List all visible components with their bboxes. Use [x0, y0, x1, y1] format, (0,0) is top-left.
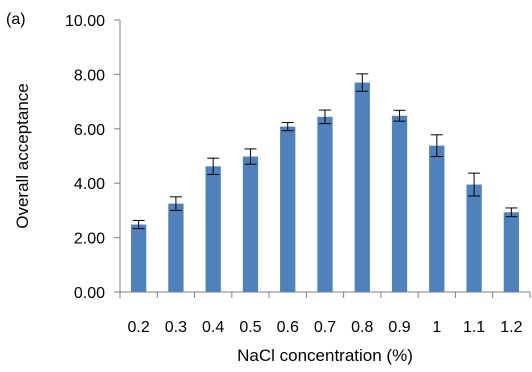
x-tick-label: 0.8 [351, 319, 373, 336]
bars [130, 82, 520, 293]
bar [429, 145, 445, 292]
x-tick-label: 0.9 [388, 319, 410, 336]
bar [242, 156, 259, 292]
error-bar [319, 109, 331, 125]
x-tick-label: 1.2 [500, 319, 522, 336]
y-axis-ticks: 0.00 2.00 4.00 6.00 8.00 10.00 [65, 13, 120, 302]
bar [168, 203, 184, 292]
panel-label: (a) [6, 11, 26, 28]
error-bar [356, 73, 369, 92]
bar [317, 116, 333, 292]
y-axis-title: Overall acceptance [13, 83, 32, 229]
error-bar [169, 196, 182, 211]
bar [503, 212, 520, 292]
error-bar [430, 134, 443, 158]
error-bar [281, 122, 294, 132]
x-tick-label: 0.4 [202, 319, 224, 336]
x-tick-label: 0.5 [239, 319, 261, 336]
y-tick-label: 0.00 [74, 285, 105, 302]
y-tick-label: 2.00 [74, 231, 105, 248]
x-tick-label: 1.1 [463, 319, 485, 336]
bar [354, 82, 370, 292]
y-tick-label: 10.00 [65, 13, 105, 30]
error-bar [468, 172, 481, 197]
bar [391, 115, 408, 292]
error-bars [132, 73, 518, 230]
x-axis-ticks: 0.2 0.3 0.4 0.5 0.6 0.7 0.8 0.9 1 1.1 1.2 [119, 292, 531, 336]
error-bar [207, 157, 220, 175]
x-tick-label: 0.7 [314, 319, 336, 336]
error-bar [393, 109, 406, 122]
x-tick-label: 1 [432, 319, 441, 336]
y-tick-label: 8.00 [74, 67, 105, 84]
x-tick-label: 0.3 [165, 319, 187, 336]
error-bar [132, 219, 145, 230]
error-bar [244, 148, 257, 165]
x-axis-title: NaCl concentration (%) [237, 346, 413, 365]
x-tick-label: 0.6 [277, 319, 299, 336]
y-tick-label: 6.00 [74, 122, 105, 139]
bar [130, 224, 147, 292]
x-tick-label: 0.2 [128, 319, 150, 336]
bar [466, 184, 482, 292]
bar [280, 126, 296, 293]
error-bar [505, 207, 518, 218]
y-tick-label: 4.00 [74, 176, 105, 193]
bar [205, 166, 221, 292]
